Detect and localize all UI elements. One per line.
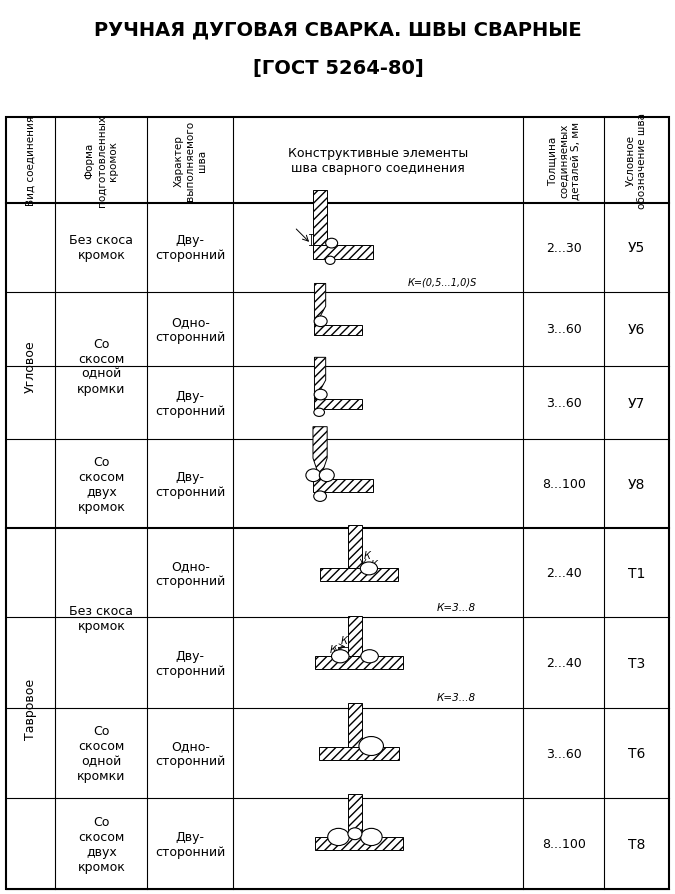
Bar (6, 118, 669, 889)
Ellipse shape (361, 650, 379, 663)
Text: 3...60: 3...60 (546, 746, 582, 760)
Ellipse shape (325, 239, 338, 249)
Text: Одно-
сторонний: Одно- сторонний (155, 316, 225, 343)
Polygon shape (315, 656, 403, 670)
Polygon shape (320, 569, 398, 581)
Ellipse shape (360, 829, 382, 846)
Text: 2...40: 2...40 (546, 656, 582, 670)
Ellipse shape (331, 650, 349, 663)
Text: Т6: Т6 (628, 746, 645, 760)
Text: 3...60: 3...60 (546, 323, 582, 336)
Ellipse shape (325, 257, 335, 266)
Polygon shape (313, 191, 327, 245)
Text: [ГОСТ 5264-80]: [ГОСТ 5264-80] (252, 58, 423, 78)
Polygon shape (315, 284, 325, 325)
Polygon shape (315, 838, 403, 850)
Polygon shape (319, 747, 399, 760)
Text: К: К (329, 645, 336, 654)
Polygon shape (315, 358, 325, 400)
Text: Дву-
сторонний: Дву- сторонний (155, 470, 225, 498)
Text: 8...100: 8...100 (542, 838, 586, 850)
Text: К: К (363, 550, 370, 560)
Text: 2...40: 2...40 (546, 567, 582, 579)
Polygon shape (348, 794, 362, 838)
Text: Толщина
соединяемых
деталей S, мм: Толщина соединяемых деталей S, мм (547, 122, 580, 199)
Text: Со
скосом
двух
кромок: Со скосом двух кромок (78, 814, 126, 873)
Text: Дву-
сторонний: Дву- сторонний (155, 234, 225, 262)
Text: Т1: Т1 (628, 566, 645, 580)
Text: У6: У6 (628, 323, 645, 336)
Text: Без скоса
кромок: Без скоса кромок (70, 234, 134, 262)
Text: Т8: Т8 (628, 837, 645, 851)
Text: Т3: Т3 (628, 656, 645, 670)
Text: 8...100: 8...100 (542, 478, 586, 491)
Text: К=(0,5...1,0)S: К=(0,5...1,0)S (408, 277, 477, 287)
Text: Со
скосом
одной
кромки: Со скосом одной кромки (77, 337, 126, 395)
Polygon shape (315, 325, 362, 336)
Ellipse shape (314, 316, 327, 327)
Ellipse shape (348, 828, 362, 839)
Ellipse shape (360, 562, 377, 575)
Text: Тавровое: Тавровое (24, 679, 37, 739)
Ellipse shape (306, 469, 321, 482)
Text: Дву-
сторонний: Дву- сторонний (155, 649, 225, 677)
Polygon shape (348, 704, 362, 747)
Text: Условное
обозначение шва: Условное обозначение шва (626, 113, 647, 208)
Polygon shape (348, 617, 362, 656)
Text: К=3...8: К=3...8 (437, 602, 476, 612)
Text: Характер
выполняемого
шва: Характер выполняемого шва (173, 121, 207, 201)
Polygon shape (313, 245, 373, 259)
Polygon shape (315, 400, 362, 409)
Text: Конструктивные элементы
шва сварного соединения: Конструктивные элементы шва сварного сое… (288, 147, 468, 174)
Polygon shape (313, 479, 373, 493)
Ellipse shape (314, 409, 325, 417)
Text: Вид соединения: Вид соединения (26, 115, 36, 206)
Text: К: К (371, 559, 377, 569)
Ellipse shape (319, 469, 334, 482)
Text: К: К (341, 636, 348, 645)
Text: Одно-
сторонний: Одно- сторонний (155, 560, 225, 587)
Ellipse shape (359, 737, 383, 755)
Text: Со
скосом
двух
кромок: Со скосом двух кромок (78, 455, 126, 513)
Ellipse shape (314, 390, 327, 401)
Polygon shape (348, 526, 362, 569)
Text: РУЧНАЯ ДУГОВАЯ СВАРКА. ШВЫ СВАРНЫЕ: РУЧНАЯ ДУГОВАЯ СВАРКА. ШВЫ СВАРНЫЕ (95, 21, 582, 39)
Polygon shape (313, 427, 327, 479)
Ellipse shape (314, 492, 327, 502)
Text: Одно-
сторонний: Одно- сторонний (155, 739, 225, 767)
Text: У8: У8 (628, 477, 645, 492)
Text: К=3...8: К=3...8 (437, 692, 476, 703)
Text: Дву-
сторонний: Дву- сторонний (155, 389, 225, 417)
Text: Дву-
сторонний: Дву- сторонний (155, 830, 225, 857)
Text: У7: У7 (628, 396, 645, 410)
Text: У5: У5 (628, 241, 645, 255)
Text: Без скоса
кромок: Без скоса кромок (70, 604, 134, 632)
Text: Угловое: Угловое (24, 340, 37, 392)
Text: 3...60: 3...60 (546, 397, 582, 409)
Text: 2...30: 2...30 (546, 241, 582, 255)
Text: Со
скосом
одной
кромки: Со скосом одной кромки (77, 724, 126, 782)
Text: Форма
подготовленных
кромок: Форма подготовленных кромок (85, 114, 118, 207)
Ellipse shape (328, 829, 349, 846)
